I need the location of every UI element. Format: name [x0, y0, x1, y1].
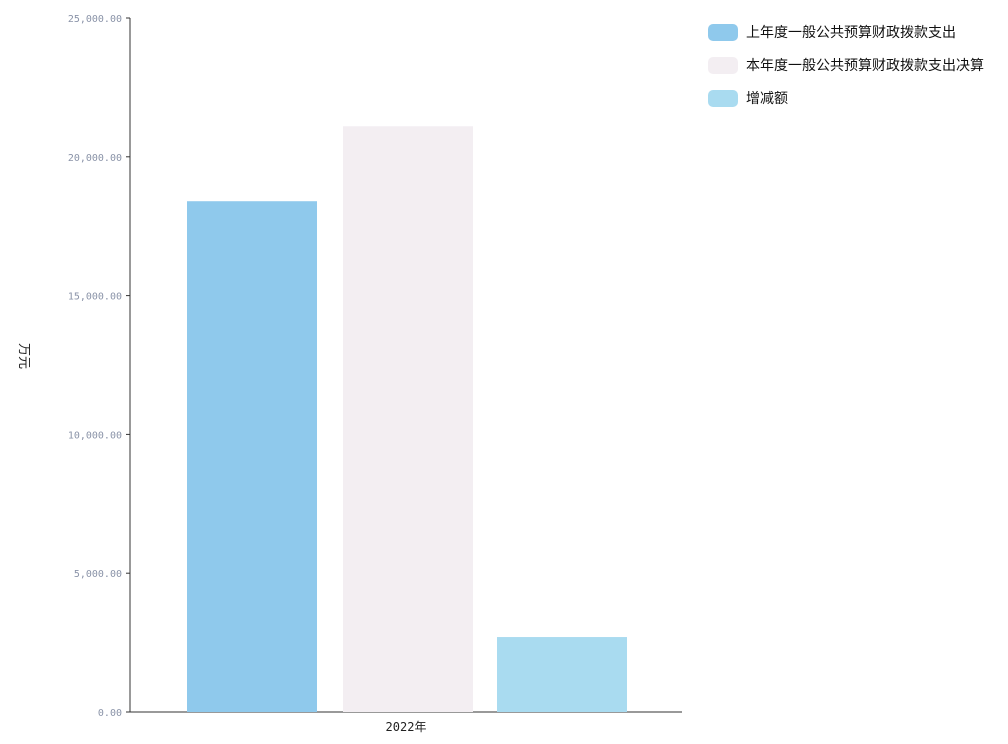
legend-label: 本年度一般公共预算财政拨款支出决算	[746, 58, 984, 74]
bar	[497, 637, 627, 712]
bars	[187, 126, 627, 713]
legend-swatch	[708, 23, 738, 41]
y-axis-label: 万元	[16, 343, 31, 369]
y-tick-label: 5,000.00	[74, 569, 122, 580]
legend-item: 增减额	[708, 86, 984, 110]
legend-item: 上年度一般公共预算财政拨款支出	[708, 20, 984, 44]
legend: 上年度一般公共预算财政拨款支出 本年度一般公共预算财政拨款支出决算 增减额	[708, 20, 984, 119]
x-tick-label: 2022年	[386, 720, 427, 734]
y-tick-label: 0.00	[98, 708, 122, 719]
legend-swatch	[708, 89, 738, 107]
bar	[343, 126, 473, 713]
y-axis-ticks: 0.00 5,000.00 10,000.00 15,000.00 20,000.00 2…	[68, 14, 130, 719]
legend-swatch	[708, 56, 738, 74]
bar	[187, 201, 317, 712]
legend-item: 本年度一般公共预算财政拨款支出决算	[708, 53, 984, 77]
y-tick-label: 20,000.00	[68, 153, 122, 164]
legend-label: 增减额	[746, 91, 788, 107]
legend-label: 上年度一般公共预算财政拨款支出	[746, 25, 956, 41]
y-tick-label: 15,000.00	[68, 292, 122, 303]
y-tick-label: 10,000.00	[68, 430, 122, 441]
y-tick-label: 25,000.00	[68, 14, 122, 25]
